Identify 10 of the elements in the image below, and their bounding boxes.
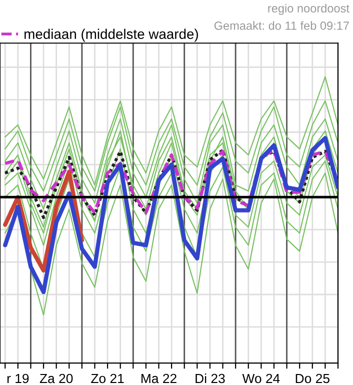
x-tick-label: Do 25 [296,374,330,384]
text: Gemaakt: do 11 feb 09:17 [214,21,349,30]
x-tick-label: r 19 [7,374,29,384]
x-tick-label: Zo 21 [91,374,124,384]
x-tick-label: Ma 22 [142,374,176,384]
legend-label: mediaan (middelste waarde) [24,28,198,42]
x-tick-label: Di 23 [196,373,225,384]
x-tick-label: Wo 24 [242,374,280,384]
x-tick-label: Za 20 [40,374,73,384]
text: regio noordoost [268,4,350,15]
